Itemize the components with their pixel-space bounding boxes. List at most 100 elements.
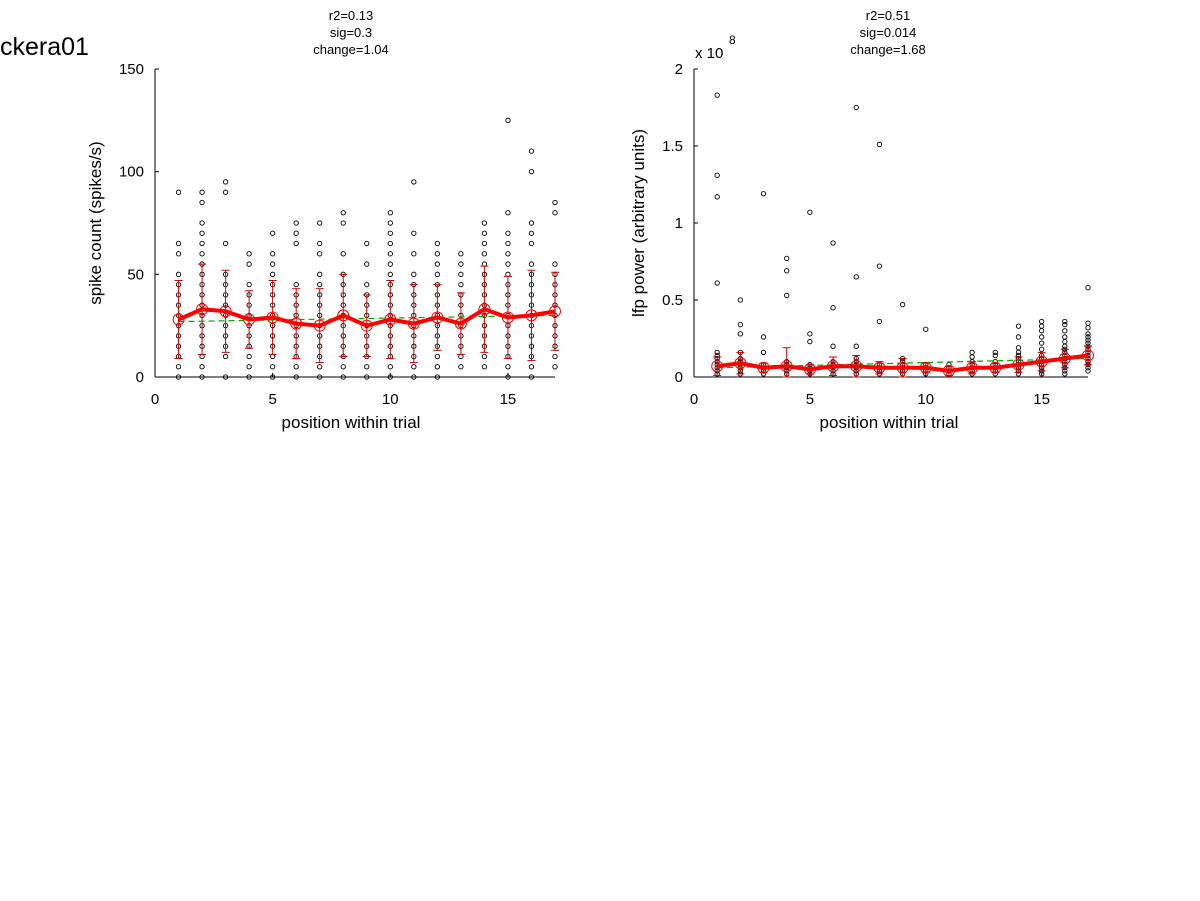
data-point	[505, 261, 511, 267]
data-point	[317, 240, 323, 247]
mean-marker	[407, 317, 420, 330]
data-point	[1085, 325, 1091, 331]
data-point	[340, 210, 346, 216]
y-axis-label: spike count (spikes/s)	[86, 141, 105, 304]
data-point	[1015, 345, 1022, 351]
data-point	[1015, 349, 1022, 356]
x-tick-label: 0	[690, 391, 698, 408]
mean-marker	[896, 361, 909, 374]
data-point	[199, 220, 205, 226]
data-point	[434, 353, 441, 360]
data-point	[222, 240, 229, 247]
data-point	[737, 331, 744, 337]
data-point	[760, 191, 767, 197]
data-point	[853, 104, 859, 111]
data-point	[246, 353, 252, 360]
data-point	[434, 271, 441, 277]
data-point	[199, 199, 205, 206]
data-point	[481, 220, 488, 226]
data-point	[175, 189, 182, 195]
data-point	[830, 343, 836, 349]
x-tick-label: 5	[268, 391, 276, 408]
mean-marker	[966, 361, 979, 374]
plot-area: 0 5 10 15 0 0.5 1 1.5 2	[662, 61, 1094, 408]
data-point	[505, 230, 511, 236]
data-point	[269, 271, 276, 277]
data-point	[458, 271, 464, 277]
y-tick-label: 50	[127, 266, 144, 283]
data-point	[293, 281, 299, 288]
y-tick-label: 150	[119, 61, 144, 78]
data-point	[222, 374, 229, 380]
data-point	[481, 261, 488, 267]
data-point	[434, 240, 441, 247]
data-point	[411, 251, 417, 257]
y-tick-label: 0	[675, 369, 683, 386]
stat-r2: r2=0.13	[329, 8, 373, 23]
data-point	[364, 281, 370, 288]
data-point	[1038, 318, 1045, 325]
data-point	[246, 261, 252, 267]
data-point	[1085, 340, 1091, 346]
data-point	[199, 230, 205, 236]
data-point	[876, 318, 883, 325]
data-point	[411, 364, 417, 370]
data-point	[505, 117, 511, 123]
data-point	[1085, 337, 1091, 343]
data-point	[246, 374, 252, 380]
data-point	[1062, 318, 1068, 325]
data-point	[458, 281, 464, 288]
data-point	[1015, 334, 1022, 340]
mean-marker	[384, 313, 397, 326]
data-point	[175, 364, 182, 370]
data-point	[434, 364, 441, 370]
data-point	[737, 297, 744, 303]
mean-marker	[266, 311, 279, 324]
data-point	[293, 374, 299, 380]
data-point	[222, 179, 229, 185]
data-point	[528, 148, 535, 154]
data-point	[528, 261, 535, 267]
data-point	[222, 189, 229, 195]
data-point	[434, 251, 441, 257]
data-point	[876, 263, 883, 269]
data-point	[293, 364, 299, 370]
data-point	[876, 141, 883, 148]
data-point	[340, 364, 346, 370]
data-point	[317, 271, 323, 277]
data-point	[340, 374, 346, 380]
data-point	[784, 268, 790, 274]
data-point	[992, 349, 998, 356]
data-point	[387, 364, 393, 370]
data-point	[434, 374, 441, 380]
data-point	[199, 251, 205, 257]
data-point	[1062, 338, 1068, 345]
mean-marker	[360, 319, 373, 332]
x-tick-label: 10	[382, 391, 399, 408]
data-point	[411, 374, 417, 380]
data-point	[1038, 323, 1045, 329]
data-point	[505, 251, 511, 257]
data-point	[552, 210, 558, 216]
fit-line	[178, 314, 556, 323]
data-point	[969, 349, 975, 356]
data-point	[387, 210, 393, 216]
x-tick-label: 5	[806, 391, 814, 408]
data-point	[269, 230, 276, 236]
stat-sig: sig=0.3	[330, 25, 372, 40]
y-tick-label: 0	[136, 369, 144, 386]
data-point	[505, 240, 511, 247]
data-point	[387, 374, 393, 380]
mean-marker	[989, 361, 1002, 374]
stat-change: change=1.68	[850, 42, 926, 57]
data-point	[1038, 371, 1045, 377]
chart-panel-spike-count: r2=0.13 sig=0.3 change=1.04 position wit…	[86, 8, 561, 432]
data-point	[411, 271, 417, 277]
mean-marker	[454, 317, 467, 330]
x-axis-label: position within trial	[282, 413, 421, 432]
data-point	[528, 374, 535, 380]
y-tick-label: 1	[675, 215, 683, 232]
mean-marker	[803, 363, 816, 376]
data-point	[199, 374, 205, 380]
